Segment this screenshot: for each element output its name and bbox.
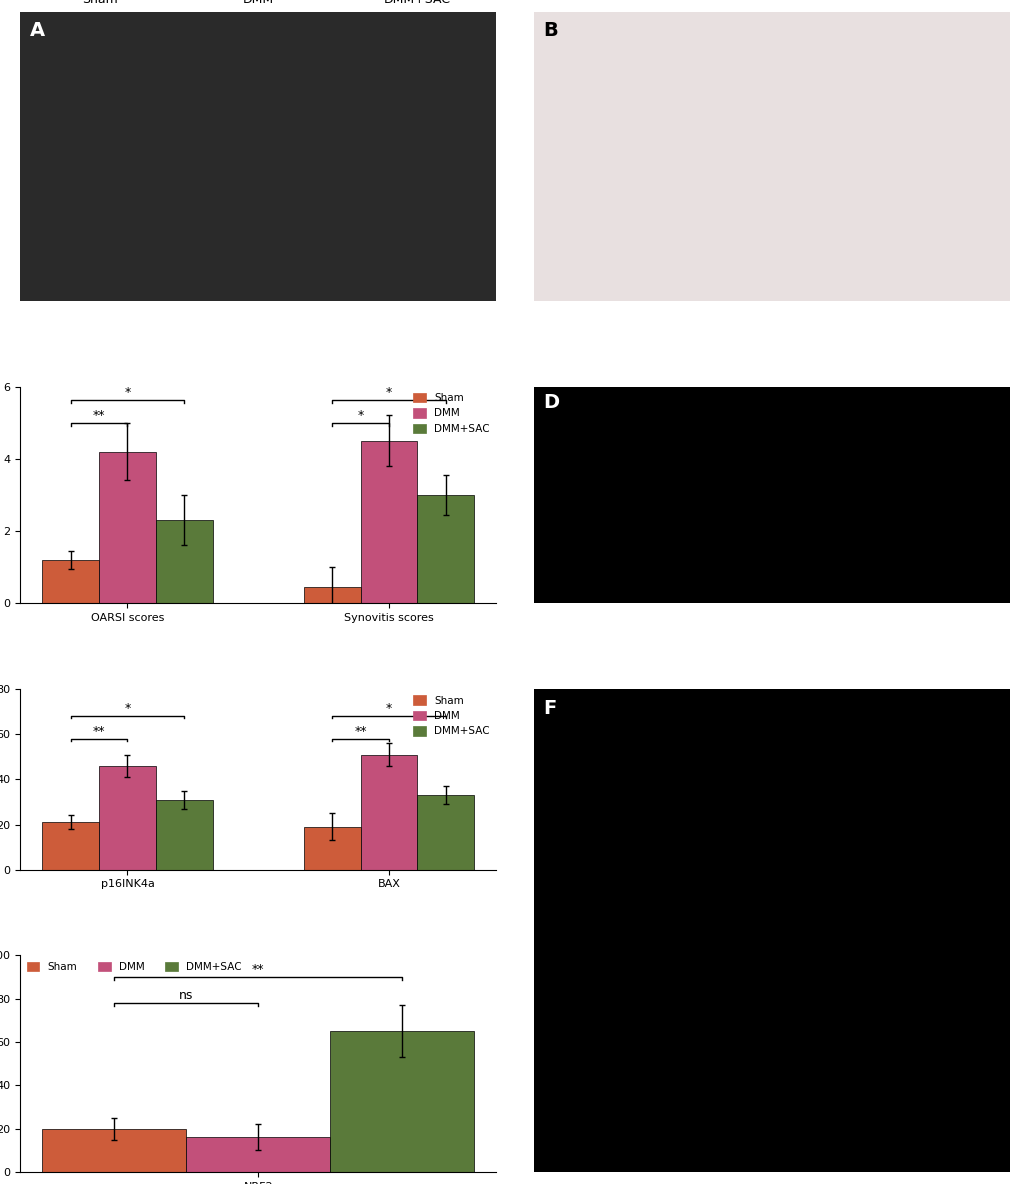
Bar [99, 451, 156, 604]
Text: DMM+SAC: DMM+SAC [383, 0, 449, 6]
Text: DMM: DMM [243, 0, 273, 6]
Bar [156, 799, 213, 870]
Legend: Sham, DMM, DMM+SAC: Sham, DMM, DMM+SAC [22, 958, 246, 976]
Text: B: B [543, 20, 557, 39]
Text: *: * [385, 386, 391, 399]
Text: *: * [124, 702, 130, 715]
Text: Sham: Sham [82, 0, 117, 6]
Text: **: ** [252, 963, 264, 976]
Text: F: F [543, 699, 556, 718]
Bar [304, 826, 360, 870]
Text: **: ** [354, 725, 367, 738]
Bar [360, 754, 417, 870]
Bar [360, 440, 417, 604]
Bar [417, 796, 474, 870]
Text: A: A [30, 20, 45, 39]
Text: D: D [543, 393, 559, 412]
Bar [330, 1031, 474, 1172]
Bar [156, 520, 213, 604]
Bar [304, 587, 360, 604]
Bar [42, 1128, 186, 1172]
Text: **: ** [93, 408, 105, 422]
Bar [42, 560, 99, 604]
Bar [186, 1138, 330, 1172]
Legend: Sham, DMM, DMM+SAC: Sham, DMM, DMM+SAC [409, 388, 493, 438]
Legend: Sham, DMM, DMM+SAC: Sham, DMM, DMM+SAC [409, 691, 493, 740]
Bar [99, 766, 156, 870]
Text: *: * [124, 386, 130, 399]
Text: ns: ns [178, 989, 194, 1002]
Text: *: * [357, 408, 364, 422]
Text: *: * [385, 702, 391, 715]
Text: **: ** [93, 725, 105, 738]
Bar [417, 495, 474, 604]
Bar [42, 822, 99, 870]
